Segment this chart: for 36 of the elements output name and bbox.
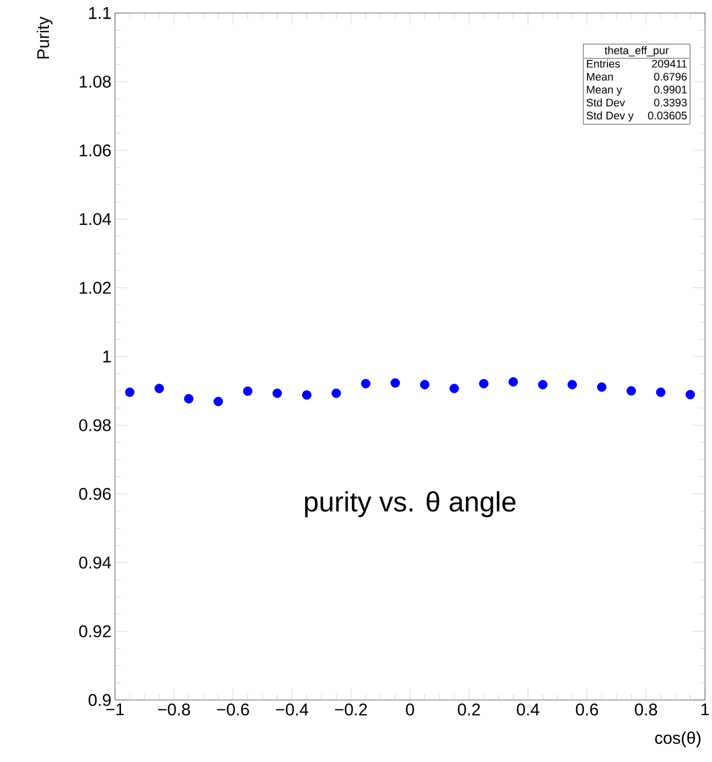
annotation: purity vs. θ angle [305,491,516,518]
annotation: 0.6796 [654,72,687,81]
annotation: Entries [587,60,620,68]
y-tick-label: 0.96 [79,488,111,500]
annotation: Mean y [587,86,622,96]
x-tick-label: 0.6 [576,704,598,716]
y-tick-label: 0.98 [79,419,111,432]
annotation: 209411 [652,60,687,68]
y-tick-label: 1.04 [80,213,111,226]
x-tick-label: −0.8 [158,704,190,716]
y-tick-label: 1.08 [80,76,111,88]
x-tick-label: 0.4 [516,704,540,716]
y-tick-label: 0.92 [79,625,111,638]
x-axis-title: cos(θ) [655,732,700,748]
y-axis-title: Purity [36,16,52,58]
x-tick-label: 0.8 [634,704,658,716]
annotation: 0.9901 [654,86,687,94]
y-tick-label: 1.06 [80,144,111,156]
y-tick-label: 0.9 [88,694,111,706]
y-tick-label: 0.94 [79,556,111,569]
y-tick-label: 1 [103,350,111,362]
annotation: Std Dev y [586,111,634,122]
annotation: theta_eff_pur [604,46,669,56]
x-tick-label: −0.4 [276,704,308,716]
x-tick-label: 0.2 [458,704,480,716]
x-tick-label: −0.6 [217,704,249,716]
y-tick-label: 1.1 [89,7,111,19]
x-tick-label: −0.2 [335,704,367,716]
x-tick-label: −1 [106,704,124,716]
annotation: Mean [587,72,613,81]
annotation: 0.3393 [654,98,687,106]
annotation: 0.03605 [648,112,687,120]
annotation: Std Dev [586,98,626,106]
y-tick-label: 1.02 [80,282,111,294]
x-tick-label: 0 [406,704,414,716]
x-tick-label: 1 [702,704,709,716]
